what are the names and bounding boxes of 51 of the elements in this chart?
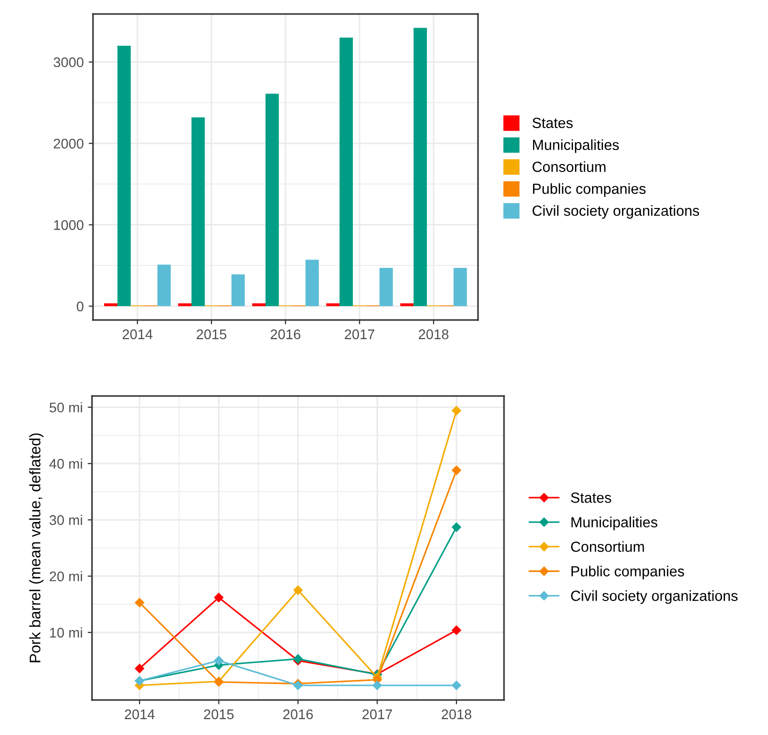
legend-label: Civil society organizations: [532, 205, 700, 219]
x-tick-label: 2015: [204, 709, 234, 720]
x-tick-label: 2016: [283, 709, 313, 720]
bar: [191, 117, 205, 306]
legend-label: Consortium: [571, 541, 644, 552]
legend-label: States: [570, 492, 612, 503]
point: [452, 522, 462, 532]
y-tick-label: 10 mi: [50, 627, 82, 638]
legend-label: Municipalities: [572, 516, 658, 530]
y-tick-label: 50 mi: [50, 402, 82, 412]
y-tick-label: 0: [76, 302, 84, 312]
bar: [340, 38, 353, 306]
point: [214, 592, 224, 602]
x-tick-label: 2015: [196, 329, 226, 340]
y-tick-label: 20 mi: [50, 571, 82, 582]
y-axis-title: Pork barrel (mean value, deflated): [29, 433, 44, 662]
point: [134, 664, 144, 674]
point: [452, 680, 462, 690]
bar: [157, 264, 171, 306]
point: [452, 466, 462, 475]
point: [372, 680, 382, 690]
y-tick-label: 2000: [54, 138, 84, 149]
y-tick-label: 3000: [54, 57, 84, 68]
x-tick-label: 2017: [362, 709, 392, 720]
y-tick-label: 30 mi: [50, 514, 82, 526]
legend-label: Public companies: [533, 183, 646, 197]
y-tick-label: 1000: [54, 220, 84, 230]
bar: [117, 46, 131, 306]
point: [452, 626, 462, 635]
point: [293, 586, 303, 595]
bar: [231, 274, 245, 306]
legend-label: Consortium: [532, 161, 606, 172]
bar: [266, 94, 279, 306]
legend-label: Public companies: [572, 566, 684, 580]
y-tick-label: 40 mi: [49, 458, 82, 469]
point: [214, 656, 224, 666]
point: [134, 598, 144, 608]
bar: [414, 28, 427, 306]
x-tick-label: 2018: [418, 329, 448, 340]
legend-label: States: [532, 118, 573, 128]
x-tick-label: 2016: [270, 329, 300, 340]
legend-label: Municipalities: [533, 139, 619, 153]
bar: [305, 260, 319, 306]
x-tick-label: 2018: [442, 709, 472, 720]
x-tick-label: 2017: [344, 329, 374, 340]
bar: [380, 268, 393, 306]
legend-label: Civil society organizations: [571, 590, 738, 604]
x-tick-label: 2014: [122, 329, 152, 340]
bar: [454, 268, 467, 306]
point: [452, 406, 462, 416]
x-tick-label: 2014: [124, 709, 155, 720]
